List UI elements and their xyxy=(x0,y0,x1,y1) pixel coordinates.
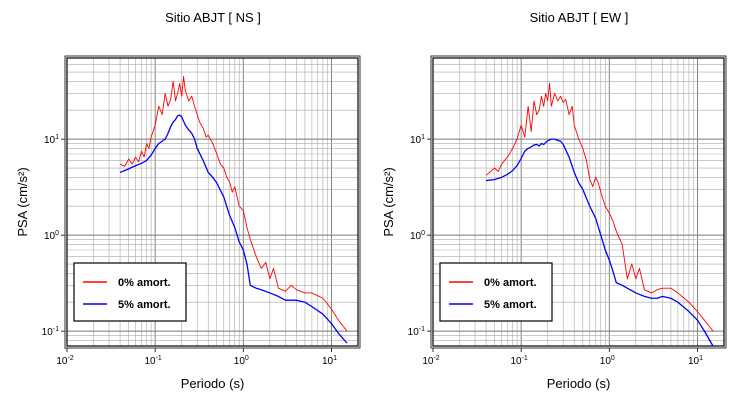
y-axis-label: PSA (cm/s²) xyxy=(15,167,30,236)
plot-frame xyxy=(66,57,359,347)
y-tick-exponent: -1 xyxy=(419,326,425,333)
x-tick-mantissa: 10 xyxy=(600,356,612,367)
chart-title: Sitio ABJT [ EW ] xyxy=(530,10,629,25)
y-tick-label: 101 xyxy=(410,134,425,146)
x-tick-label: 101 xyxy=(688,355,703,367)
x-tick-mantissa: 10 xyxy=(510,356,522,367)
x-tick-exponent: 1 xyxy=(333,355,337,362)
x-tick-mantissa: 10 xyxy=(422,356,434,367)
x-tick-label: 101 xyxy=(322,355,337,367)
x-tick-label: 100 xyxy=(600,355,615,367)
y-tick-exponent: 1 xyxy=(55,134,59,141)
y-tick-label: 101 xyxy=(44,134,59,146)
y-tick-label: 10-1 xyxy=(42,326,59,338)
x-tick-label: 10-2 xyxy=(422,355,439,367)
plot-frame-outer xyxy=(64,55,361,349)
x-tick-exponent: 1 xyxy=(699,355,703,362)
legend-label: 0% amort. xyxy=(118,277,171,289)
grid xyxy=(66,57,359,347)
plot-frame-outer xyxy=(430,55,727,349)
y-tick-mantissa: 10 xyxy=(44,231,56,242)
x-tick-exponent: -1 xyxy=(156,355,162,362)
y-tick-mantissa: 10 xyxy=(42,327,54,338)
legend: 0% amort. 5% amort. xyxy=(73,262,187,322)
x-axis-label: Periodo (s) xyxy=(547,376,611,391)
x-axis-label: Periodo (s) xyxy=(181,376,245,391)
series-line-amort-0 xyxy=(485,83,714,332)
x-tick-exponent: 0 xyxy=(611,355,615,362)
y-axis-label: PSA (cm/s²) xyxy=(381,167,396,236)
x-tick-label: 100 xyxy=(234,355,249,367)
y-tick-mantissa: 10 xyxy=(410,135,422,146)
legend-label: 5% amort. xyxy=(484,299,537,311)
x-tick-exponent: -1 xyxy=(522,355,528,362)
x-tick-exponent: -2 xyxy=(433,355,439,362)
x-tick-label: 10-1 xyxy=(144,355,161,367)
series-line-amort-5 xyxy=(119,114,348,344)
x-tick-exponent: 0 xyxy=(245,355,249,362)
y-tick-label: 100 xyxy=(410,230,425,242)
y-tick-mantissa: 10 xyxy=(408,327,420,338)
x-tick-mantissa: 10 xyxy=(688,356,700,367)
y-tick-exponent: 0 xyxy=(55,230,59,237)
legend: 0% amort. 5% amort. xyxy=(439,262,553,322)
legend-box xyxy=(439,262,553,322)
series-line-amort-5 xyxy=(485,138,714,347)
plot-frame xyxy=(432,57,725,347)
chart-title: Sitio ABJT [ NS ] xyxy=(165,10,261,25)
y-tick-exponent: 0 xyxy=(421,230,425,237)
x-tick-label: 10-2 xyxy=(56,355,73,367)
y-tick-exponent: -1 xyxy=(53,326,59,333)
legend-label: 0% amort. xyxy=(484,277,537,289)
chart-panel-1: Sitio ABJT [ EW ]10-2 10-1 100 10110-110010… xyxy=(381,10,727,391)
x-tick-mantissa: 10 xyxy=(234,356,246,367)
y-tick-mantissa: 10 xyxy=(410,231,422,242)
y-tick-label: 100 xyxy=(44,230,59,242)
x-tick-label: 10-1 xyxy=(510,355,527,367)
chart-panel-0: Sitio ABJT [ NS ]10-2 10-1 100 10110-110010… xyxy=(15,10,361,391)
legend-box xyxy=(73,262,187,322)
legend-label: 5% amort. xyxy=(118,299,171,311)
y-tick-mantissa: 10 xyxy=(44,135,56,146)
y-tick-exponent: 1 xyxy=(421,134,425,141)
series-line-amort-0 xyxy=(119,75,348,332)
x-tick-mantissa: 10 xyxy=(56,356,68,367)
x-tick-mantissa: 10 xyxy=(144,356,156,367)
x-tick-exponent: -2 xyxy=(67,355,73,362)
x-tick-mantissa: 10 xyxy=(322,356,334,367)
y-tick-label: 10-1 xyxy=(408,326,425,338)
